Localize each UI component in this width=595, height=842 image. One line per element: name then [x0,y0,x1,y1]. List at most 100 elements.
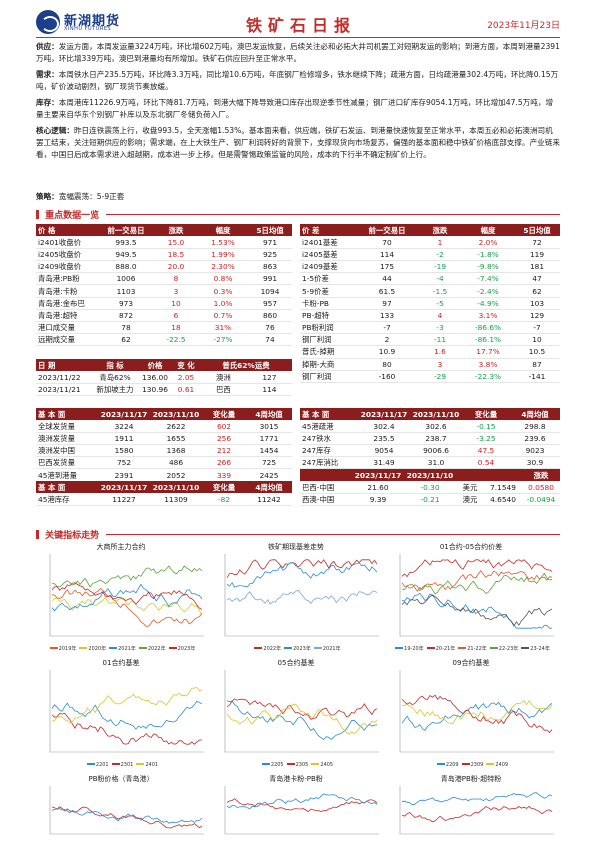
table-cell: 青岛62% [92,371,138,384]
table-row: 钢厂利润 2 -11 -86.1% 10 [300,333,560,347]
chart-title: 09合约基差 [452,659,490,667]
table-row: i2401基差 70 1 2.0% 72 [300,236,560,249]
table-cell: 0.54 [462,456,510,470]
table-cell: 973 [98,297,154,310]
table-cell: 235.5 [358,432,410,446]
legend-label: 20-21年 [435,646,456,652]
table-cell: 2391 [98,468,150,482]
table-cell: PB粉利润 [300,321,356,335]
table-cell: 3.1% [462,309,514,323]
table-cell: 127 [246,371,292,384]
table-cell: 20.0 [154,260,198,274]
table-cell: i2405基差 [300,248,356,262]
legend-swatch [168,647,177,649]
table-cell: i2409收盘价 [36,260,98,274]
table-cell: 9006.6 [410,444,462,458]
table-cell: 2023/11/21 [36,383,92,397]
table-cell: -141 [514,370,560,383]
freight-table: 日 期 指 标 价格 变 化 普氏62%运费 2023/11/22 青岛62% 13… [36,359,292,397]
chart-series-line [51,700,203,730]
stock-text: 本周港库11226.9万吨，环比下降81.7万吨，到港大幅下降导致港口库存出现逆… [36,98,554,120]
table-cell: 5-9价差 [300,284,356,298]
table-row: 巴西-中国 21.60 -0.30 美元 7.1549 0.0580 [300,481,560,494]
table-cell: 175 [356,260,418,274]
table-cell: 339 [202,468,246,482]
table-cell: 76 [248,321,292,335]
legend-label: 2409 [495,762,509,768]
table-cell: 18 [154,321,198,335]
legend-label: 2022年 [263,646,282,652]
table-cell: -0.30 [404,481,456,494]
chart-panel: 铁矿期现基差走势 2022年 2023年 2021年 [211,542,381,652]
table-cell: 卡粉-PB [300,297,356,310]
chart-series-line [226,562,378,588]
table-cell: 美元 [456,481,484,494]
table-cell: 30.9 [510,456,560,470]
chart-plot [224,786,379,835]
header-cell: 2023/11/10 [150,481,202,494]
chart-title: PB粉价格（青岛港） [88,775,154,783]
chart-panel: 05合约基差 2205 2305 2405 [211,658,381,768]
legend-swatch [79,647,88,649]
table-cell: 103 [514,297,560,310]
chart-axis [224,786,379,835]
table-cell: 3 [418,358,462,371]
chart-title: 05合约基差 [277,659,315,667]
chart-axis [49,786,204,835]
logo-text-en: XINHU FUTURES [64,26,112,32]
table-row: i2405收盘价 949.5 18.5 1.99% 925 [36,248,292,262]
header-cell: 变 化 [172,359,200,372]
table-cell: 1.99% [198,248,248,262]
price-table: 价 格 前一交易日 涨跌 幅度 5日均值 i2401收盘价 993.5 15.0 1.… [36,224,292,347]
header-cell: 2023/11/17 [358,408,410,421]
legend-label: 2020年 [88,646,107,652]
table-cell: -9.8% [462,260,514,274]
chart-series-line [401,694,553,734]
table-cell: 巴西发货量 [36,456,98,470]
table-cell: 925 [248,248,292,262]
legend-swatch [136,763,145,765]
table-cell: 298.8 [510,420,560,433]
section-key-charts-title: 关键指标走势 [45,531,100,541]
table-cell: 44 [356,272,418,286]
fundamentals-table-left: 基 本 面 2023/11/17 2023/11/10 变化量 4周均值 全球发… [36,408,292,482]
header-cell: 2023/11/17 [98,481,150,494]
section-divider [106,534,560,535]
chart-title: 青岛港卡粉-PB粉 [269,775,323,783]
table-row: 247库存 9054 9006.6 47.5 9023 [300,444,560,458]
header-cell: 5日均值 [248,224,292,237]
table-cell: 9.39 [352,493,404,507]
table-cell: 普氏-掉期 [300,345,356,359]
section-key-data-title: 重点数据一览 [45,211,100,221]
legend-label: 2309 [470,762,484,768]
chart-plot [224,670,379,753]
chart-plot [399,786,554,835]
chart-series-line [51,587,203,627]
table-cell: 澳元 [456,493,484,507]
legend-swatch [521,647,530,649]
table-cell: 1103 [98,284,154,298]
legend-swatch [436,763,445,765]
legend-label: 2209 [445,762,459,768]
header-cell: 2023/11/17 [352,469,404,482]
table-row: 45港到港量 2391 2052 339 2425 [36,468,292,482]
chart-plot [224,554,379,637]
table-cell: 47.5 [462,444,510,458]
chart-legend: 2019年 2020年 2021年 2022年 2023年 [36,645,206,652]
chart-legend: 2209 2309 2409 [386,762,556,768]
legend-label: 19-20年 [404,646,424,652]
chart-series-line [226,798,378,813]
table-cell: 238.7 [410,432,462,446]
table-row: 2023/11/21 新加坡主力 130.96 0.61 巴西 114 [36,383,292,397]
strategy-label: 策略： [36,192,59,201]
header-cell: 变化量 [202,408,246,421]
table-cell: 4.6540 [484,493,522,507]
legend-label: 2019年 [58,646,77,652]
header-cell: 价 差 [300,224,356,237]
legend-swatch [286,763,295,765]
table-cell: -3 [418,321,462,335]
legend-label: 2021年 [118,646,136,652]
table-cell: i2405收盘价 [36,248,98,262]
price-table-header: 价 格 前一交易日 涨跌 幅度 5日均值 [36,224,292,237]
header-cell: 4周均值 [246,408,292,421]
